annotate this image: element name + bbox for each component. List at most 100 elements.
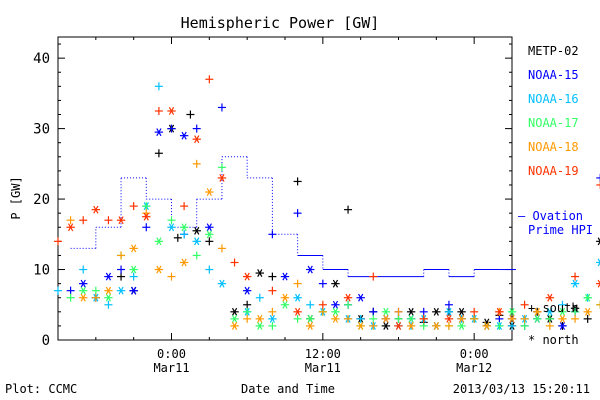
south-point-plus: [205, 265, 214, 274]
legend-ovation-line2: Prime HPI: [528, 223, 593, 237]
star-arm: [206, 188, 212, 196]
south-point-plus: [230, 258, 239, 267]
north-point-star: [255, 269, 264, 277]
star-arm: [219, 279, 225, 288]
north-point-star: [457, 321, 466, 330]
north-point-star: [242, 286, 252, 295]
star-arm: [156, 265, 162, 274]
y-tick-label: 0: [42, 333, 50, 349]
star-arm: [282, 272, 288, 281]
star-arm: [484, 318, 490, 327]
south-point-plus: [495, 321, 504, 330]
north-point-star: [129, 286, 138, 295]
star-arm: [458, 314, 465, 323]
south-point-plus: [91, 293, 100, 302]
north-point-star: [293, 293, 302, 302]
star-arm: [282, 293, 288, 302]
south-point-plus: [571, 307, 580, 316]
north-point-star: [406, 314, 416, 323]
north-point-star: [381, 307, 391, 316]
north-point-star: [104, 293, 113, 302]
south-point-plus: [243, 307, 252, 316]
north-point-star: [230, 321, 239, 330]
south-point-plus: [520, 321, 529, 330]
star-arm: [509, 307, 515, 316]
north-point-star: [79, 286, 88, 295]
star-arm: [446, 314, 452, 323]
star-arm: [257, 269, 263, 277]
star-arm: [332, 300, 339, 309]
south-point-plus: [318, 307, 327, 316]
star-arm: [585, 293, 591, 302]
star-arm: [585, 307, 591, 316]
x-tick-label-time: 0:00: [157, 347, 186, 361]
south-point-plus: [79, 265, 88, 274]
south-point-plus: [268, 307, 277, 316]
south-point-plus: [356, 314, 365, 323]
north-point-star: [444, 314, 454, 323]
south-point-plus: [293, 209, 302, 218]
south-point-plus: [444, 321, 453, 330]
star-arm: [458, 307, 465, 316]
south-point-plus: [243, 300, 252, 309]
star-arm: [534, 314, 540, 323]
north-point-star: [293, 307, 302, 316]
south-point-plus: [394, 314, 403, 323]
south-point-plus: [173, 233, 182, 242]
south-point-plus: [186, 110, 195, 119]
star-arm: [332, 279, 339, 288]
south-point-plus: [167, 216, 176, 225]
north-point-star: [545, 307, 555, 316]
star-arm: [156, 237, 162, 246]
south-point-plus: [369, 321, 378, 330]
x-axis-label: Date and Time: [241, 382, 335, 396]
south-point-plus: [369, 307, 378, 316]
star-arm: [458, 321, 465, 330]
south-point-plus: [520, 314, 529, 323]
star-arm: [257, 314, 263, 323]
north-point-star: [205, 223, 214, 232]
legend-entry-noaa-16: NOAA-16: [528, 92, 579, 106]
north-point-star: [268, 314, 277, 323]
north-point-star: [533, 314, 542, 323]
star-arm: [105, 272, 112, 281]
north-point-star: [255, 314, 264, 323]
north-point-star: [381, 321, 391, 330]
star-arm: [131, 265, 137, 274]
north-point-star: [406, 307, 416, 316]
north-point-star: [533, 307, 542, 316]
south-point-plus: [318, 279, 327, 288]
star-arm: [547, 293, 553, 302]
star-arm: [206, 223, 212, 232]
star-arm: [194, 135, 200, 144]
star-arm: [408, 314, 414, 323]
y-tick-label: 20: [33, 192, 50, 208]
star-arm: [559, 307, 566, 316]
north-point-star: [558, 314, 567, 323]
star-arm: [572, 279, 578, 288]
x-tick-label-date: Mar12: [456, 361, 492, 375]
north-point-star: [129, 265, 138, 274]
south-point-plus: [318, 300, 327, 309]
star-arm: [67, 223, 74, 232]
south-point-plus: [217, 163, 226, 172]
north-point-star: [457, 307, 466, 316]
y-axis-label: P [GW]: [9, 176, 23, 219]
north-point-star: [583, 307, 592, 316]
north-point-star: [179, 258, 189, 267]
south-point-plus: [142, 202, 151, 211]
south-point-plus: [54, 237, 62, 246]
x-tick-label-time: 0:00: [460, 347, 489, 361]
south-point-plus: [117, 265, 126, 274]
north-point-star: [482, 318, 491, 327]
north-point-star: [205, 230, 214, 239]
south-point-plus: [306, 300, 315, 309]
legend-entry-metp-02: METP-02: [528, 44, 579, 58]
north-point-star: [381, 314, 391, 323]
star-arm: [194, 226, 200, 235]
data-points: [54, 75, 600, 330]
star-arm: [231, 314, 238, 323]
south-point-plus: [192, 251, 201, 260]
north-point-star: [255, 321, 264, 330]
